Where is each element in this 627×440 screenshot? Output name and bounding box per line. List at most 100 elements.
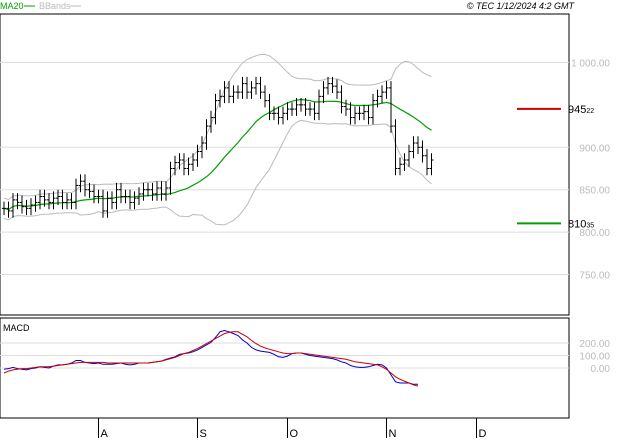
legend-bbands: BBands bbox=[39, 1, 71, 11]
bband-lower bbox=[3, 119, 432, 226]
price-bar bbox=[380, 85, 384, 104]
macd-y-tick-label: 200.00 bbox=[579, 339, 610, 350]
price-bar bbox=[222, 81, 227, 104]
price-bar bbox=[375, 89, 380, 108]
price-bar bbox=[24, 199, 29, 216]
price-bar bbox=[231, 85, 236, 104]
price-bar bbox=[159, 181, 164, 201]
bband-upper bbox=[3, 53, 432, 201]
price-bar bbox=[429, 153, 434, 176]
price-bar bbox=[15, 193, 20, 210]
price-bar bbox=[200, 136, 204, 159]
price-bar bbox=[137, 187, 141, 205]
price-bar bbox=[411, 136, 416, 159]
price-bar bbox=[281, 106, 285, 125]
price-bar bbox=[213, 93, 218, 125]
price-bar bbox=[204, 119, 209, 150]
price-bar bbox=[348, 102, 353, 125]
price-bar bbox=[267, 93, 272, 121]
price-bar bbox=[362, 104, 366, 121]
price-bar bbox=[87, 182, 92, 199]
legend: MA20 BBands bbox=[0, 1, 81, 11]
price-bar bbox=[110, 191, 114, 210]
ma20-line bbox=[3, 98, 432, 211]
x-tick-label: O bbox=[290, 428, 299, 440]
price-bar bbox=[96, 189, 101, 204]
price-bar bbox=[245, 76, 249, 99]
copyright-text: © TEC 1/12/2024 4:2 GMT bbox=[467, 1, 576, 11]
price-bar bbox=[402, 153, 407, 172]
price-bar bbox=[344, 99, 348, 116]
ma20-path bbox=[3, 98, 432, 211]
price-bar bbox=[258, 76, 263, 99]
price-bar bbox=[168, 161, 173, 195]
price-bar bbox=[173, 155, 177, 176]
grid bbox=[0, 61, 569, 369]
price-bar bbox=[92, 184, 96, 204]
price-bar bbox=[141, 182, 146, 201]
price-bar bbox=[47, 193, 51, 210]
y-axis-ticks: 1 000.00 900.00 850.00 800.00 750.00 200.00 10… bbox=[571, 58, 610, 375]
price-bar bbox=[240, 76, 245, 99]
price-y-tick-label: 1 000.00 bbox=[571, 58, 610, 69]
price-bar bbox=[321, 81, 326, 104]
price-bar bbox=[227, 81, 231, 104]
price-panel bbox=[0, 13, 570, 316]
price-bars bbox=[2, 76, 434, 218]
price-bar bbox=[164, 181, 168, 201]
price-bar bbox=[74, 178, 78, 210]
x-tick-label: S bbox=[200, 428, 207, 440]
macd-lines bbox=[3, 329, 419, 387]
price-bar bbox=[209, 110, 213, 133]
price-y-tick-label: 900.00 bbox=[579, 143, 610, 154]
price-bar bbox=[78, 174, 83, 193]
price-bar bbox=[393, 119, 398, 176]
price-bar bbox=[353, 106, 357, 125]
price-bar bbox=[132, 191, 137, 210]
price-bar bbox=[326, 76, 330, 95]
price-bar bbox=[285, 102, 290, 121]
price-bar bbox=[11, 193, 15, 218]
price-bar bbox=[294, 98, 299, 116]
macd-series-macd bbox=[3, 329, 418, 385]
price-bar bbox=[186, 157, 191, 176]
price-y-tick-label: 850.00 bbox=[579, 186, 610, 197]
price-bar bbox=[2, 201, 6, 216]
price-bar bbox=[249, 81, 254, 99]
price-bar bbox=[182, 153, 186, 176]
price-bar bbox=[389, 81, 393, 133]
price-bar bbox=[236, 85, 240, 99]
price-bar bbox=[303, 98, 308, 116]
price-bar bbox=[29, 198, 33, 216]
x-tick-label: N bbox=[389, 428, 397, 440]
price-bar bbox=[290, 102, 294, 116]
price-bar bbox=[299, 98, 303, 112]
price-bar bbox=[123, 189, 128, 204]
price-bar bbox=[312, 102, 317, 121]
price-bar bbox=[60, 189, 65, 210]
resistance-label: 94522 bbox=[568, 104, 594, 116]
x-tick-label: A bbox=[101, 428, 109, 440]
x-tick-label: D bbox=[479, 428, 487, 440]
price-bar bbox=[407, 144, 411, 167]
price-bar bbox=[371, 93, 375, 125]
price-bar bbox=[128, 189, 132, 210]
price-bar bbox=[218, 89, 222, 108]
price-bar bbox=[420, 140, 425, 163]
price-bar bbox=[317, 89, 321, 121]
price-bar bbox=[384, 81, 389, 99]
price-bar bbox=[366, 104, 371, 125]
price-bar bbox=[339, 85, 344, 114]
price-bar bbox=[357, 106, 362, 121]
price-bar bbox=[105, 191, 110, 218]
price-bar bbox=[335, 79, 339, 99]
price-bar bbox=[272, 106, 276, 121]
price-bar bbox=[146, 182, 150, 197]
price-bar bbox=[101, 189, 105, 218]
price-y-tick-label: 800.00 bbox=[579, 228, 610, 239]
price-bar bbox=[42, 189, 47, 207]
price-bar bbox=[69, 193, 74, 210]
